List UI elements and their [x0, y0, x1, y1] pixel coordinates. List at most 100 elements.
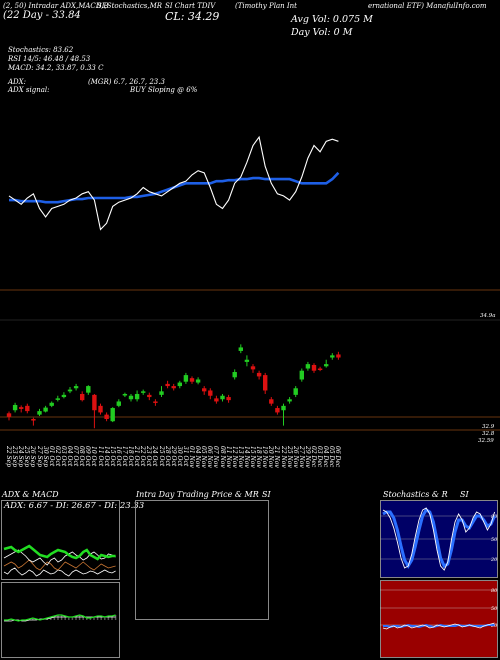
header-close: CL: 34.29: [165, 10, 220, 23]
candle-body: [159, 391, 164, 395]
price-label-3: 32.59: [478, 438, 494, 444]
price-label-1: 32.9: [482, 424, 495, 430]
macd-panel: [1, 582, 120, 658]
candle-body: [256, 372, 262, 377]
stoch-level-label: 50: [491, 537, 498, 543]
candle-body: [177, 382, 182, 387]
candle-body: [220, 395, 225, 400]
candle-body: [86, 386, 91, 393]
candle-body: [116, 401, 121, 406]
price-label-2: 32.8: [482, 431, 495, 437]
stoch-d-line: [382, 507, 496, 569]
candle-body: [147, 394, 152, 398]
candle-body: [183, 375, 189, 382]
candle-body: [330, 355, 335, 358]
di-line: [3, 549, 116, 566]
candle-body: [202, 388, 207, 392]
header-name-b: ernational ETF) ManafulInfo.com: [368, 2, 487, 10]
candle-body: [250, 366, 256, 370]
rsi-level-label: 80: [491, 588, 498, 594]
candle-body: [238, 347, 243, 351]
stoch-title: Stochastics & R: [383, 490, 448, 499]
candle-body: [128, 395, 134, 400]
rsi-panel: [380, 580, 498, 658]
intraday-panel: [135, 500, 269, 620]
adx-signal-value: BUY Sloping @ 6%: [130, 86, 198, 94]
header-range: (22 Day - 33.84: [3, 10, 81, 21]
candle-body: [104, 414, 109, 420]
candle-body: [153, 401, 158, 403]
candle-body: [31, 419, 36, 421]
candle-body: [92, 394, 97, 411]
header-indicators: (2, 50) Intradar ADX,MACD,B: [3, 2, 109, 10]
candle-body: [49, 402, 54, 406]
candle-body: [73, 386, 79, 389]
candle-body: [208, 390, 213, 396]
adx-readout: ADX: 6.67 - DI: 26.67 - DI: 23.33: [4, 501, 145, 511]
candle-body: [165, 383, 170, 387]
candle-body: [324, 364, 329, 367]
candle-body: [43, 407, 48, 412]
candle-body: [19, 407, 24, 409]
adx-value: (MGR) 6.7, 26.7, 23.3: [88, 78, 165, 86]
candle-body: [317, 368, 323, 371]
header-symbol: SI Chart TDIV: [165, 2, 216, 10]
rsi-value: RSI 14/5: 46.48 / 48.53: [8, 55, 91, 63]
candle-body: [98, 405, 103, 413]
candle-body: [6, 413, 12, 417]
macd-value: MACD: 34.2, 33.87, 0.33 C: [8, 64, 104, 72]
candle-body: [134, 393, 140, 400]
di-line: [3, 559, 116, 571]
candle-body: [244, 359, 250, 362]
intraday-title: Intra Day Trading Price & MR: [136, 490, 259, 499]
candle-body: [263, 375, 268, 391]
macd-signal-line: [4, 616, 116, 622]
header-name-a: (Timothy Plan Int: [235, 2, 297, 10]
rsi-line: [382, 622, 495, 630]
adx-macd-title: ADX & MACD: [2, 490, 59, 499]
candle-body: [55, 398, 60, 400]
candle-body: [141, 391, 146, 393]
candle-body: [336, 354, 341, 358]
candle-body: [171, 386, 176, 389]
adx-signal-label: ADX signal:: [8, 86, 50, 94]
adx-label: ADX:: [8, 78, 27, 86]
candle-body: [232, 372, 237, 378]
rsi-level-label: 50: [491, 606, 498, 612]
candle-body: [189, 378, 195, 382]
macd-line: [4, 614, 116, 622]
stoch-k-line: [382, 507, 496, 571]
candle-body: [269, 399, 274, 404]
candle-body: [281, 405, 286, 411]
adx-plot: [3, 544, 116, 577]
intraday-title-2: SI: [262, 490, 271, 499]
candle-body: [305, 364, 311, 369]
candle-body: [110, 408, 115, 422]
candle-body: [67, 389, 73, 392]
adx-panel: [1, 500, 120, 580]
macd-plot: [4, 614, 117, 622]
candle-body: [214, 398, 219, 402]
candle-body: [122, 393, 128, 396]
candle-body: [61, 394, 67, 398]
day-volume: Day Vol: 0 M: [291, 27, 353, 38]
adx-green-line: [3, 544, 116, 561]
candle-body: [80, 393, 85, 401]
candle-body: [299, 370, 304, 380]
candle-body: [311, 364, 317, 371]
candle-body: [293, 388, 298, 395]
candle-body: [226, 397, 231, 401]
adx-line: [3, 567, 116, 577]
main-chart: [0, 135, 500, 431]
price-label-top: 34.9a: [480, 313, 496, 319]
candle-body: [25, 405, 30, 412]
avg-volume: Avg Vol: 0.075 M: [291, 14, 373, 25]
candle-body: [37, 411, 42, 415]
candle-body: [287, 399, 292, 402]
candle-body: [12, 404, 18, 411]
stochastics-value: Stochastics: 83.62: [8, 46, 74, 54]
header-chart-types: SI,Stochastics,MR: [97, 2, 163, 10]
date-label: 06 Dec: [334, 446, 342, 468]
